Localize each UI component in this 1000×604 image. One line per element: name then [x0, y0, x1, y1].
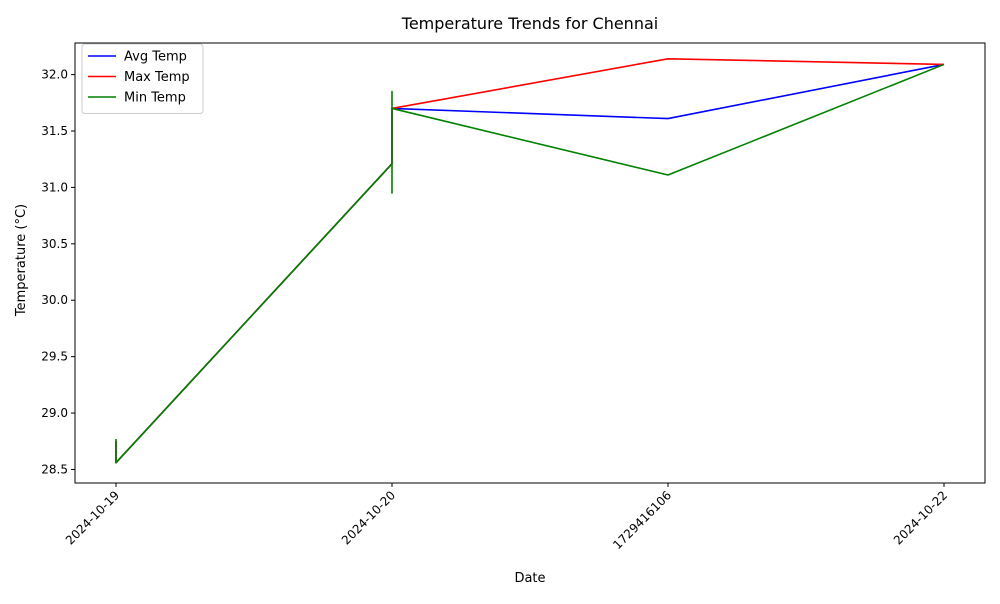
x-axis-label: Date — [514, 571, 545, 586]
series-line-min-temp — [115, 63, 945, 464]
plot-frame — [74, 42, 986, 484]
y-tick-label: 30.0 — [41, 293, 68, 307]
y-axis-label: Temperature (°C) — [14, 204, 29, 317]
legend-label-max-temp: Max Temp — [124, 70, 190, 85]
y-axis-ticks: 28.5 29.0 29.5 30.0 30.5 31.0 31.5 32.0 — [41, 68, 75, 476]
y-tick-label: 30.5 — [41, 237, 68, 251]
y-tick-label: 31.5 — [41, 124, 68, 138]
series-layer — [115, 57, 945, 464]
y-tick-label: 28.5 — [41, 462, 68, 476]
legend-label-avg-temp: Avg Temp — [124, 50, 187, 65]
legend: Avg Temp Max Temp Min Temp — [81, 43, 204, 114]
chart-title: Temperature Trends for Chennai — [401, 14, 658, 33]
y-tick-label: 29.5 — [41, 350, 68, 364]
legend-label-min-temp: Min Temp — [124, 91, 186, 106]
legend-box — [81, 43, 204, 114]
y-tick-label: 29.0 — [41, 406, 68, 420]
y-tick-label: 32.0 — [41, 68, 68, 82]
y-tick-label: 31.0 — [41, 180, 68, 194]
